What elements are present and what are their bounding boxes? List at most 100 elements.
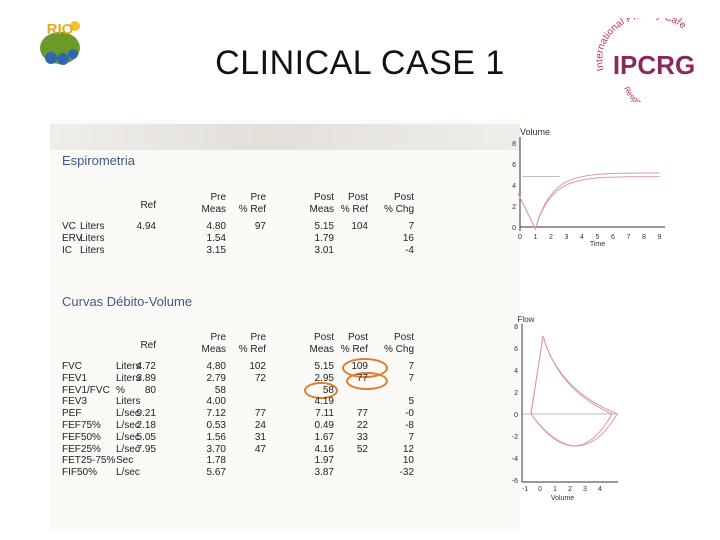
table-cell-pre-pctref: 102 [249, 361, 266, 372]
table-cell-post-pctchg: 5 [408, 396, 414, 408]
spirometria-header-pre-ref: Pre [250, 192, 266, 203]
spirometria-header-post-pctchg: % Chg [383, 204, 414, 215]
table-cell-post-meas: 4.16 [314, 443, 334, 455]
table-cell-pre-meas: 58 [214, 384, 226, 396]
table-cell-post-pctref: 52 [356, 443, 368, 455]
table-cell-post-pctchg: -32 [399, 467, 414, 479]
table-row-unit: Liters [80, 233, 105, 244]
spirometria-header-pre-meas: Meas [201, 204, 226, 215]
ipcrg-logo-text: IPCRG [613, 50, 695, 80]
table-row-unit: L/sec [116, 408, 140, 420]
svg-text:Respiratory Group: Respiratory Group [622, 85, 681, 102]
table-cell-post-pctchg: -0 [405, 408, 414, 420]
table-cell-ref: 9.21 [136, 408, 156, 420]
table-cell-pre-meas: 2.79 [206, 372, 226, 384]
highlight-ring-ratio [304, 382, 338, 399]
table-row-name: FEV3 [62, 396, 88, 408]
scanned-report: Espirometria Curvas Débito-Volume Ref Pre… [50, 120, 520, 530]
table-row-name: FEF25% [62, 443, 101, 455]
table-cell-post-meas: 4.19 [314, 396, 334, 408]
section-title-curvas: Curvas Débito-Volume [62, 294, 193, 309]
flow-x-tick: 4 [598, 486, 602, 493]
table-cell-post-pctref: 109 [351, 361, 368, 372]
volume-y-tick: 2 [512, 204, 516, 211]
spirometria-header-post-chg: Post [393, 192, 414, 203]
table-cell-post-meas: 5.15 [314, 361, 334, 372]
table-cell-pre-pctref: 97 [254, 221, 266, 232]
table-cell-pre-meas: 1.78 [206, 455, 226, 467]
curvas-header-pre-meas: Meas [201, 344, 226, 355]
table-cell-post-pctref: 77 [356, 372, 368, 384]
curvas-header-post: Post [313, 332, 334, 343]
table-row-name: ERV [62, 233, 83, 244]
flow-y-tick: 6 [514, 346, 518, 353]
table-row-name: VC [62, 221, 76, 232]
curvas-header-post-pctchg: % Chg [383, 344, 414, 355]
table-cell-pre-meas: 3.15 [206, 245, 226, 256]
volume-y-tick: 4 [512, 183, 516, 190]
table-row-unit: Liters [80, 245, 105, 256]
volume-x-tick: 0 [518, 234, 522, 241]
flow-y-tick: -4 [512, 456, 518, 463]
table-cell-ref: 3.89 [136, 372, 156, 384]
volume-x-tick: 2 [549, 234, 553, 241]
table-row-name: FEF75% [62, 420, 101, 431]
spirometria-header-ref: Ref [140, 200, 156, 211]
table-cell-post-meas: 3.87 [314, 467, 334, 479]
volume-curve-pre [517, 176, 660, 231]
table-cell-pre-pctref: 31 [254, 431, 266, 443]
volume-chart-title: Volume [520, 127, 550, 137]
curvas-header-ref: Ref [140, 340, 156, 351]
volume-x-tick: 8 [642, 234, 646, 241]
table-cell-post-pctchg: 7 [408, 372, 414, 384]
highlight-ring-fev1-ref [346, 372, 388, 390]
table-cell-post-pctchg: 7 [408, 221, 414, 232]
flow-y-tick: -2 [512, 434, 518, 441]
table-cell-post-pctchg: 16 [402, 233, 414, 244]
table-cell-post-meas: 7.11 [315, 408, 334, 420]
flow-y-tick: 2 [514, 390, 518, 397]
volume-y-tick: 8 [512, 141, 516, 148]
table-row-unit: L/sec [116, 467, 140, 479]
table-row-unit: L/sec [116, 431, 140, 443]
table-row-unit: L/sec [116, 420, 140, 431]
volume-x-label: Time [590, 241, 605, 248]
table-row-unit: L/sec [116, 443, 140, 455]
table-row-name: FET25-75% [62, 455, 116, 467]
curvas-header-post-meas: Meas [309, 344, 334, 355]
flow-chart-title: Flow [518, 315, 535, 324]
table-row-name: FEV1 [62, 372, 88, 384]
table-cell-post-meas: 2.95 [314, 372, 334, 384]
table-cell-pre-meas: 7.12 [206, 408, 226, 420]
table-row-unit: Liters [80, 221, 105, 232]
flow-x-tick: 3 [583, 486, 587, 493]
ipcrg-logo: International Primary Care International… [592, 18, 708, 102]
ipcrg-arc-top: International Primary Care [592, 18, 708, 21]
spirometria-header-post-ref: Post [347, 192, 368, 203]
table-cell-pre-meas: 4.00 [206, 396, 226, 408]
volume-x-tick: 9 [658, 234, 662, 241]
volume-time-chart: Volume 8 6 4 2 00 1 2 3 4 5 6 7 8 9 Time [512, 127, 665, 248]
volume-y-tick: 6 [512, 162, 516, 169]
table-row-unit: Liters [116, 361, 141, 372]
flow-x-label: Volume [551, 495, 574, 502]
table-cell-post-meas: 3.01 [314, 245, 334, 256]
table-row-name: FEV1/FVC [62, 384, 110, 396]
table-row-unit: Liters [116, 372, 141, 384]
volume-curve-post [517, 172, 660, 231]
volume-x-tick: 4 [580, 234, 584, 241]
table-row-name: FIF50% [62, 467, 98, 479]
table-cell-post-pctchg: 7 [408, 431, 414, 443]
curvas-header-pre-ref: Pre [250, 332, 266, 343]
table-cell-pre-meas: 4.80 [206, 361, 226, 372]
spirometria-header-pre-pctref: % Ref [238, 204, 266, 215]
spirometria-header-pre: Pre [210, 192, 226, 203]
spirometria-header-post-meas: Meas [309, 204, 334, 215]
table-cell-ref: 4.72 [136, 361, 156, 372]
curvas-header-pre: Pre [210, 332, 226, 343]
flow-x-tick: -1 [522, 486, 528, 493]
table-row-name: FVC [62, 361, 82, 372]
table-cell-post-pctref: 77 [356, 408, 368, 420]
curvas-header-post-pctref: % Ref [340, 344, 368, 355]
table-cell-post-meas: 0.49 [314, 420, 334, 431]
